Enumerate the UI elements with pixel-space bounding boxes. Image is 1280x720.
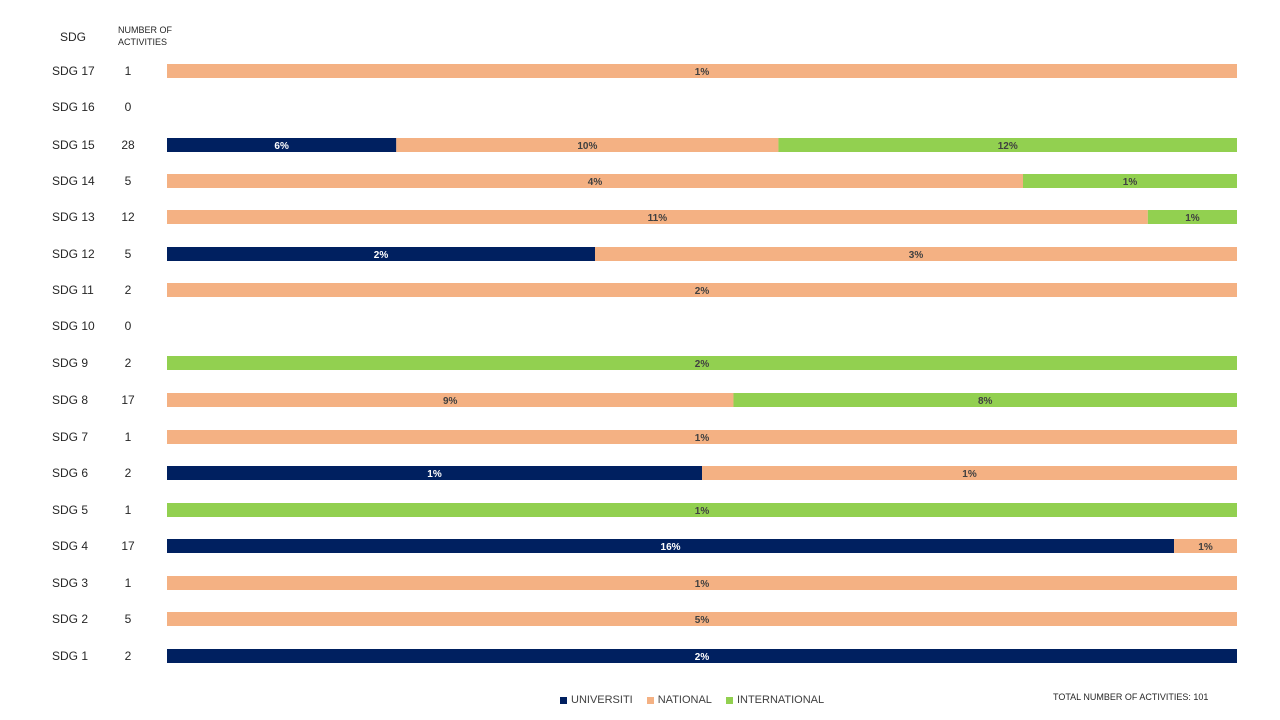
bar-segment-international — [1147, 210, 1237, 224]
activity-count: 1 — [125, 64, 132, 78]
activity-count: 2 — [125, 356, 132, 370]
activity-count: 17 — [121, 539, 135, 553]
bar-segment-universiti — [167, 649, 1237, 663]
bar-segment-universiti — [167, 138, 397, 152]
data-label-national: 1% — [962, 469, 977, 480]
category-label: SDG 8 — [52, 393, 88, 407]
data-label-national: 4% — [588, 177, 603, 188]
bar-segment-international — [733, 393, 1237, 407]
activity-count: 0 — [125, 100, 132, 114]
bar-segment-international — [167, 503, 1237, 517]
category-label: SDG 17 — [52, 64, 95, 78]
category-label: SDG 14 — [52, 174, 95, 188]
category-label: SDG 3 — [52, 576, 88, 590]
category-label: SDG 12 — [52, 247, 95, 261]
bar-segment-national — [167, 174, 1023, 188]
activity-count: 0 — [125, 319, 132, 333]
sdg-column-header: SDG — [60, 30, 87, 44]
legend-label-universiti: UNIVERSITI — [571, 694, 633, 706]
data-label-national: 1% — [695, 433, 710, 444]
data-label-national: 1% — [695, 67, 710, 78]
bar-segment-national — [396, 138, 779, 152]
category-label: SDG 6 — [52, 466, 88, 480]
legend-label-national: NATIONAL — [657, 694, 712, 706]
category-label: SDG 11 — [52, 283, 94, 297]
data-label-national: 11% — [648, 213, 668, 224]
category-label: SDG 16 — [52, 100, 95, 114]
bar-segment-universiti — [167, 466, 702, 480]
data-label-universiti: 2% — [374, 250, 389, 261]
data-label-universiti: 16% — [661, 542, 681, 553]
activity-count: 2 — [125, 649, 132, 663]
activity-count: 2 — [125, 283, 132, 297]
bar-segment-international — [1023, 174, 1237, 188]
activity-count: 1 — [125, 576, 132, 590]
category-label: SDG 13 — [52, 210, 95, 224]
legend-item-universiti: UNIVERSITI — [560, 694, 633, 706]
data-label-universiti: 2% — [695, 652, 710, 663]
activity-count: 1 — [125, 503, 132, 517]
data-label-international: 8% — [978, 396, 993, 407]
legend: UNIVERSITI NATIONAL INTERNATIONAL — [560, 694, 824, 706]
bar-segment-national — [702, 466, 1237, 480]
activity-count: 12 — [121, 210, 135, 224]
category-label: SDG 1 — [52, 649, 88, 663]
total-activities: TOTAL NUMBER OF ACTIVITIES: 101 — [1053, 692, 1209, 702]
activity-count: 2 — [125, 466, 132, 480]
bar-segment-national — [167, 576, 1237, 590]
bar-segment-national — [167, 612, 1237, 626]
category-label: SDG 9 — [52, 356, 88, 370]
category-label: SDG 15 — [52, 138, 95, 152]
data-label-universiti: 6% — [274, 141, 289, 152]
data-label-international: 2% — [695, 359, 710, 370]
count-column-header: NUMBER OF ACTIVITIES — [118, 25, 172, 47]
activity-count: 5 — [125, 247, 132, 261]
category-label: SDG 4 — [52, 539, 88, 553]
activity-count: 5 — [125, 612, 132, 626]
bar-segment-national — [167, 283, 1237, 297]
legend-swatch-national — [646, 696, 654, 704]
activity-count: 17 — [121, 393, 135, 407]
bar-segment-national — [167, 393, 734, 407]
data-label-universiti: 1% — [427, 469, 442, 480]
data-label-national: 5% — [695, 615, 710, 626]
data-label-international: 1% — [1185, 213, 1200, 224]
data-label-national: 2% — [695, 286, 710, 297]
data-label-international: 12% — [998, 141, 1018, 152]
bar-segment-universiti — [167, 539, 1175, 553]
activity-count: 28 — [121, 138, 135, 152]
legend-swatch-international — [725, 696, 733, 704]
category-label: SDG 2 — [52, 612, 88, 626]
legend-label-international: INTERNATIONAL — [736, 694, 825, 706]
category-label: SDG 7 — [52, 430, 88, 444]
legend-item-national: NATIONAL — [646, 694, 712, 706]
bar-segment-universiti — [167, 247, 595, 261]
data-label-national: 3% — [909, 250, 924, 261]
bar-segment-national — [167, 210, 1148, 224]
data-label-national: 1% — [1198, 542, 1213, 553]
data-label-international: 1% — [695, 506, 710, 517]
data-label-national: 1% — [695, 579, 710, 590]
data-label-international: 1% — [1123, 177, 1138, 188]
activity-count: 5 — [125, 174, 132, 188]
bar-segment-national — [167, 430, 1237, 444]
category-label: SDG 10 — [52, 319, 95, 333]
bar-segment-international — [778, 138, 1237, 152]
activity-count: 1 — [125, 430, 132, 444]
bar-segment-national — [595, 247, 1237, 261]
data-label-national: 9% — [443, 396, 458, 407]
category-label: SDG 5 — [52, 503, 88, 517]
bar-segment-national — [167, 64, 1237, 78]
legend-swatch-universiti — [560, 696, 567, 704]
bar-segment-international — [167, 356, 1237, 370]
bar-segment-national — [1174, 539, 1237, 553]
legend-item-international: INTERNATIONAL — [725, 694, 825, 706]
data-label-national: 10% — [577, 141, 597, 152]
